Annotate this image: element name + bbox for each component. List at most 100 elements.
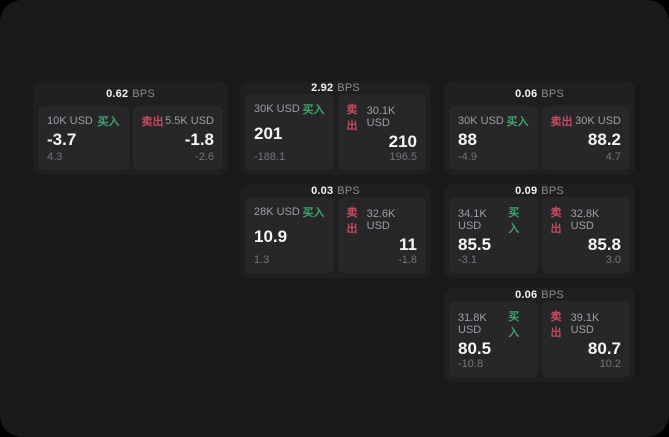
sell-delta-value: 4.7 [605, 151, 621, 163]
buy-side-label: 买入 [97, 116, 120, 128]
buy-delta-value: 1.3 [254, 254, 270, 266]
buy-price-value: -3.7 [47, 130, 77, 149]
buy-delta-value: 4.3 [47, 151, 63, 163]
spread-bps-value: 0.09 [515, 184, 538, 197]
buy-panel-top: 30K USD 买入 [254, 101, 325, 117]
buy-delta-value: -10.8 [458, 358, 484, 370]
spread-bps-value: 2.92 [311, 81, 334, 94]
buy-notional-label: 30K USD [458, 115, 504, 127]
buy-panel[interactable]: 10K USD 买入 -3.7 4.3 [38, 106, 129, 170]
sell-panel-top: 卖出 32.8K USD [551, 204, 622, 236]
buy-panel-top: 30K USD 买入 [458, 113, 529, 129]
sell-panel-top: 卖出 5.5K USD [142, 113, 215, 129]
sell-side-label: 卖出 [550, 207, 562, 235]
sell-price-value: 85.8 [587, 235, 621, 254]
quote-panels: 31.8K USD 买入 80.5 -10.8 卖出 39.1K USD 80.… [444, 301, 635, 382]
sell-side-label: 卖出 [346, 104, 358, 132]
sell-panel[interactable]: 卖出 30K USD 88.2 4.7 [541, 106, 630, 170]
quote-panels: 30K USD 买入 201 -188.1 卖出 30.1K USD 210 1… [240, 94, 431, 175]
sell-side-label: 卖出 [141, 116, 164, 128]
bps-unit-label: BPS [541, 184, 564, 197]
sell-delta-value: -2.6 [195, 151, 214, 163]
sell-price-value: 88.2 [587, 130, 621, 149]
buy-side-label: 买入 [508, 311, 520, 339]
sell-notional-label: 30K USD [575, 115, 621, 127]
quote-card: 0.62 BPS 10K USD 买入 -3.7 4.3 卖出 5.5K USD… [33, 81, 228, 175]
buy-side-label: 买入 [508, 207, 520, 235]
buy-price-value: 80.5 [458, 339, 492, 358]
quote-card: 2.92 BPS 30K USD 买入 201 -188.1 卖出 30.1K … [240, 81, 431, 175]
spread-bps-value: 0.62 [106, 87, 129, 100]
quote-panels: 28K USD 买入 10.9 1.3 卖出 32.6K USD 11 -1.8 [240, 197, 431, 278]
card-header: 0.62 BPS [33, 81, 228, 106]
sell-panel[interactable]: 卖出 32.6K USD 11 -1.8 [337, 197, 426, 273]
quote-panels: 30K USD 买入 88 -4.9 卖出 30K USD 88.2 4.7 [444, 106, 635, 175]
quote-panels: 10K USD 买入 -3.7 4.3 卖出 5.5K USD -1.8 -2.… [33, 106, 228, 175]
buy-delta-value: -3.1 [458, 254, 477, 266]
sell-price-value: 11 [399, 235, 417, 254]
buy-side-label: 买入 [302, 207, 325, 219]
buy-panel[interactable]: 34.1K USD 买入 85.5 -3.1 [449, 197, 538, 273]
buy-notional-label: 34.1K USD [458, 208, 487, 232]
buy-price-value: 10.9 [254, 227, 288, 246]
sell-price-value: 80.7 [587, 339, 621, 358]
sell-side-label: 卖出 [550, 116, 573, 128]
quote-panels: 34.1K USD 买入 85.5 -3.1 卖出 32.8K USD 85.8… [444, 197, 635, 278]
buy-side-label: 买入 [302, 104, 325, 116]
quote-card: 0.03 BPS 28K USD 买入 10.9 1.3 卖出 32.6K US… [240, 184, 431, 278]
card-header: 0.03 BPS [240, 184, 431, 197]
buy-price-value: 85.5 [458, 235, 492, 254]
sell-delta-value: 196.5 [389, 151, 417, 163]
sell-panel[interactable]: 卖出 32.8K USD 85.8 3.0 [541, 197, 630, 273]
sell-side-label: 卖出 [346, 207, 358, 235]
sell-panel-top: 卖出 32.6K USD [347, 204, 418, 236]
spread-bps-value: 0.06 [515, 87, 538, 100]
bps-unit-label: BPS [541, 288, 564, 301]
sell-delta-value: 3.0 [605, 254, 621, 266]
sell-panel[interactable]: 卖出 30.1K USD 210 196.5 [337, 94, 426, 170]
card-header: 2.92 BPS [240, 81, 431, 94]
buy-side-label: 买入 [506, 116, 529, 128]
buy-notional-label: 31.8K USD [458, 312, 487, 336]
quote-card: 0.06 BPS 31.8K USD 买入 80.5 -10.8 卖出 39.1… [444, 288, 635, 382]
card-header: 0.09 BPS [444, 184, 635, 197]
buy-price-value: 201 [254, 124, 283, 143]
buy-delta-value: -188.1 [254, 151, 286, 163]
card-header: 0.06 BPS [444, 81, 635, 106]
quote-card: 0.06 BPS 30K USD 买入 88 -4.9 卖出 30K USD 8… [444, 81, 635, 175]
sell-notional-label: 32.6K USD [366, 208, 396, 232]
bps-unit-label: BPS [541, 87, 564, 100]
buy-delta-value: -4.9 [458, 151, 477, 163]
buy-panel[interactable]: 30K USD 买入 88 -4.9 [449, 106, 538, 170]
spread-bps-value: 0.06 [515, 288, 538, 301]
sell-notional-label: 39.1K USD [570, 312, 600, 336]
sell-delta-value: -1.8 [398, 254, 417, 266]
buy-panel[interactable]: 28K USD 买入 10.9 1.3 [245, 197, 334, 273]
buy-panel-top: 34.1K USD 买入 [458, 204, 529, 236]
buy-panel-top: 10K USD 买入 [47, 113, 120, 129]
buy-notional-label: 30K USD [254, 103, 300, 115]
buy-price-value: 88 [458, 130, 477, 149]
buy-notional-label: 28K USD [254, 206, 300, 218]
sell-delta-value: 10.2 [599, 358, 621, 370]
buy-panel[interactable]: 31.8K USD 买入 80.5 -10.8 [449, 301, 538, 377]
sell-notional-label: 30.1K USD [366, 105, 396, 129]
sell-panel-top: 卖出 30.1K USD [347, 101, 418, 133]
quote-card: 0.09 BPS 34.1K USD 买入 85.5 -3.1 卖出 32.8K… [444, 184, 635, 278]
sell-notional-label: 32.8K USD [570, 208, 600, 232]
sell-price-value: 210 [388, 132, 417, 151]
buy-panel[interactable]: 30K USD 买入 201 -188.1 [245, 94, 334, 170]
sell-notional-label: 5.5K USD [165, 115, 214, 127]
sell-side-label: 卖出 [550, 311, 562, 339]
sell-panel[interactable]: 卖出 5.5K USD -1.8 -2.6 [132, 106, 223, 170]
buy-panel-top: 31.8K USD 买入 [458, 308, 529, 340]
sell-panel-top: 卖出 30K USD [551, 113, 622, 129]
sell-panel-top: 卖出 39.1K USD [551, 308, 622, 340]
bps-unit-label: BPS [132, 87, 155, 100]
bps-unit-label: BPS [337, 81, 360, 94]
buy-panel-top: 28K USD 买入 [254, 204, 325, 220]
sell-panel[interactable]: 卖出 39.1K USD 80.7 10.2 [541, 301, 630, 377]
card-header: 0.06 BPS [444, 288, 635, 301]
